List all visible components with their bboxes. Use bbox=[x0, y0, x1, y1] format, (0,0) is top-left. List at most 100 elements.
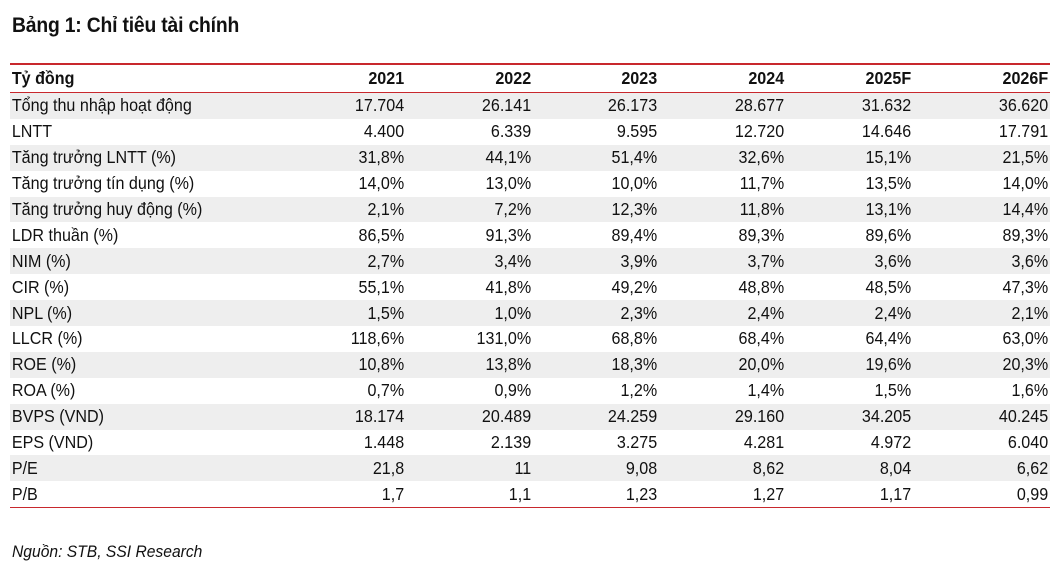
header-year-2021: 2021 bbox=[368, 68, 405, 88]
row-value: 2,4% bbox=[874, 302, 912, 323]
row-label: LLCR (%) bbox=[11, 328, 83, 349]
row-label: P/B bbox=[11, 483, 38, 504]
row-value: 12.720 bbox=[734, 121, 785, 142]
row-value: 2,1% bbox=[1011, 302, 1049, 323]
row-value: 0,7% bbox=[367, 380, 405, 401]
row-value: 2.139 bbox=[490, 432, 532, 453]
row-value: 48,5% bbox=[865, 276, 912, 297]
table-row: NPL (%) 1,5% 1,0% 2,3% 2,4% 2,4% 2,1% bbox=[10, 300, 1050, 327]
row-value: 1,2% bbox=[620, 380, 658, 401]
row-value: 20,0% bbox=[738, 354, 785, 375]
row-value: 64,4% bbox=[865, 328, 912, 349]
row-value: 14,0% bbox=[358, 173, 405, 194]
row-value: 3,7% bbox=[747, 250, 785, 271]
row-value: 13,0% bbox=[485, 173, 532, 194]
row-value: 51,4% bbox=[611, 147, 658, 168]
row-value: 18,3% bbox=[611, 354, 658, 375]
row-value: 15,1% bbox=[865, 147, 912, 168]
row-value: 63,0% bbox=[1002, 328, 1049, 349]
row-value: 28.677 bbox=[734, 95, 785, 116]
row-value: 8,04 bbox=[879, 457, 912, 478]
row-value: 1,4% bbox=[747, 380, 785, 401]
row-label: Tăng trưởng tín dụng (%) bbox=[11, 173, 195, 194]
table-row: BVPS (VND) 18.174 20.489 24.259 29.160 34.205… bbox=[10, 403, 1050, 430]
table-row: NIM (%) 2,7% 3,4% 3,9% 3,7% 3,6% 3,6% bbox=[10, 248, 1050, 275]
row-value: 3,6% bbox=[1011, 250, 1049, 271]
row-value: 3.275 bbox=[616, 432, 658, 453]
row-value: 9.595 bbox=[616, 121, 658, 142]
row-label: Tăng trưởng huy động (%) bbox=[11, 199, 203, 219]
row-value: 4.400 bbox=[363, 121, 405, 142]
row-value: 1,27 bbox=[752, 483, 785, 504]
row-value: 31,8% bbox=[358, 147, 405, 168]
source-note: Nguồn: STB, SSI Research bbox=[12, 542, 203, 561]
financial-indicators-table: Tỷ đồng 2021 2022 2023 2024 2025F 2026F … bbox=[10, 63, 1050, 509]
row-value: 21,5% bbox=[1002, 147, 1049, 168]
row-label: BVPS (VND) bbox=[11, 406, 104, 427]
row-value: 34.205 bbox=[861, 406, 912, 427]
row-value: 0,99 bbox=[1016, 483, 1049, 504]
row-value: 41,8% bbox=[485, 276, 532, 297]
table-header-row: Tỷ đồng 2021 2022 2023 2024 2025F 2026F bbox=[10, 65, 1050, 93]
row-value: 4.281 bbox=[743, 432, 785, 453]
row-value: 68,4% bbox=[738, 328, 785, 349]
row-label: EPS (VND) bbox=[11, 432, 94, 453]
table-body: Tổng thu nhập hoạt động 17.704 26.141 26.17… bbox=[10, 93, 1050, 507]
row-value: 91,3% bbox=[485, 224, 532, 245]
row-value: 13,8% bbox=[485, 354, 532, 375]
row-label: NIM (%) bbox=[11, 250, 71, 271]
row-value: 11,8% bbox=[739, 199, 785, 219]
row-value: 36.620 bbox=[998, 95, 1049, 116]
row-value: 1,7 bbox=[381, 483, 405, 504]
header-unit-label: Tỷ đồng bbox=[11, 68, 75, 88]
row-label: P/E bbox=[11, 457, 38, 478]
table-row: Tăng trưởng LNTT (%) 31,8% 44,1% 51,4% 32,6%… bbox=[10, 144, 1050, 171]
row-value: 17.704 bbox=[354, 95, 405, 116]
row-value: 48,8% bbox=[738, 276, 785, 297]
table-row: LDR thuần (%) 86,5% 91,3% 89,4% 89,3% 89,6% 89… bbox=[10, 222, 1050, 248]
row-value: 40.245 bbox=[998, 406, 1049, 427]
row-value: 68,8% bbox=[611, 328, 658, 349]
row-label: Tổng thu nhập hoạt động bbox=[11, 95, 192, 116]
row-value: 17.791 bbox=[998, 121, 1049, 142]
row-label: LNTT bbox=[11, 121, 53, 142]
table-row: Tổng thu nhập hoạt động 17.704 26.141 26.17… bbox=[10, 93, 1050, 119]
row-value: 0,9% bbox=[494, 380, 532, 401]
row-value: 3,6% bbox=[874, 250, 912, 271]
row-value: 13,1% bbox=[865, 199, 912, 219]
row-value: 89,6% bbox=[865, 224, 912, 245]
table-row: CIR (%) 55,1% 41,8% 49,2% 48,8% 48,5% 47,3% bbox=[10, 274, 1050, 300]
row-value: 49,2% bbox=[611, 276, 658, 297]
table-row: P/E 21,8 11 9,08 8,62 8,04 6,62 bbox=[10, 455, 1050, 482]
row-value: 32,6% bbox=[738, 147, 785, 168]
row-value: 1,6% bbox=[1011, 380, 1049, 401]
row-value: 131,0% bbox=[476, 328, 532, 349]
row-value: 55,1% bbox=[358, 276, 405, 297]
row-value: 26.141 bbox=[481, 95, 532, 116]
header-year-2022: 2022 bbox=[495, 68, 532, 88]
header-year-2025f: 2025F bbox=[865, 68, 912, 88]
row-value: 89,3% bbox=[738, 224, 785, 245]
row-value: 1,5% bbox=[874, 380, 912, 401]
row-value: 26.173 bbox=[607, 95, 658, 116]
row-value: 18.174 bbox=[354, 406, 405, 427]
row-value: 86,5% bbox=[358, 224, 405, 245]
row-value: 1,5% bbox=[367, 302, 405, 323]
table-row: LNTT 4.400 6.339 9.595 12.720 14.646 17.791 bbox=[10, 119, 1050, 145]
row-label: ROE (%) bbox=[11, 354, 77, 375]
row-value: 1,17 bbox=[879, 483, 912, 504]
row-value: 2,3% bbox=[620, 302, 658, 323]
table-row: ROE (%) 10,8% 13,8% 18,3% 20,0% 19,6% 20,3% bbox=[10, 351, 1050, 378]
table-row: Tăng trưởng tín dụng (%) 14,0% 13,0% 10,0% 1… bbox=[10, 171, 1050, 197]
row-value: 6,62 bbox=[1016, 457, 1049, 478]
row-value: 9,08 bbox=[625, 457, 658, 478]
row-value: 7,2% bbox=[494, 199, 532, 219]
row-value: 1,1 bbox=[508, 483, 532, 504]
row-value: 11,7% bbox=[739, 173, 785, 194]
row-value: 89,3% bbox=[1002, 224, 1049, 245]
row-value: 21,8 bbox=[372, 457, 405, 478]
row-value: 13,5% bbox=[865, 173, 912, 194]
row-value: 47,3% bbox=[1002, 276, 1049, 297]
row-value: 12,3% bbox=[611, 199, 658, 219]
row-value: 20,3% bbox=[1002, 354, 1049, 375]
